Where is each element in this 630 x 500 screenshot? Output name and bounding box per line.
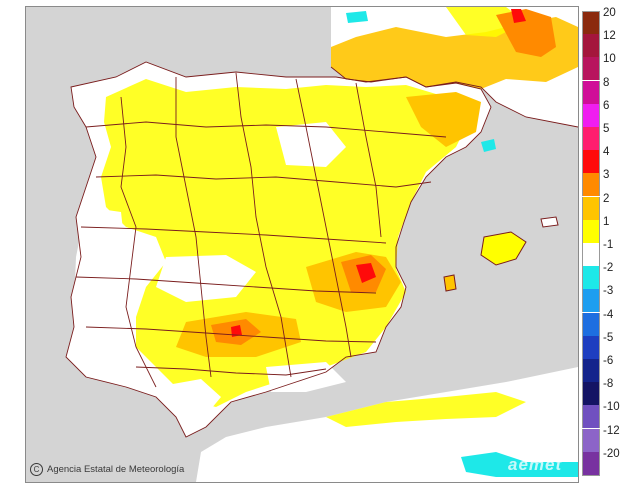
- interior-gap-west: [74, 207, 126, 337]
- anomaly-map: [25, 6, 579, 483]
- france-red-spot: [511, 9, 526, 23]
- legend-swatch: [582, 382, 600, 406]
- legend-swatch: [582, 266, 600, 290]
- legend-label: 10: [603, 53, 616, 66]
- cyan-coast-spot: [346, 11, 368, 23]
- menorca-island: [540, 216, 559, 228]
- france-hot-spot: [496, 9, 556, 57]
- legend-swatch: [582, 34, 600, 58]
- interior-gap-north: [276, 122, 346, 167]
- ibiza-island: [443, 274, 457, 292]
- legend-label: -3: [603, 285, 614, 298]
- legend-label: -1: [603, 239, 614, 251]
- legend-swatch: [582, 127, 600, 150]
- legend-label: 20: [603, 7, 616, 19]
- legend-swatch: [582, 335, 600, 359]
- color-legend: 20 12 10 8 6 5 4 3 2 1 -1 -2 -3 -4 -5 -6 -8 -10 -12 -20: [582, 7, 630, 477]
- catalonia-warm-area: [406, 92, 481, 147]
- legend-label: 4: [603, 146, 610, 159]
- legend-swatch: [582, 219, 600, 243]
- province-borders: [65, 61, 578, 438]
- legend-swatch: [582, 80, 600, 104]
- legend-swatch: [582, 150, 600, 174]
- legend-swatch: [582, 173, 600, 197]
- legend-label: -20: [603, 447, 620, 460]
- mallorca-island: [480, 231, 527, 266]
- andalucia-red-spot: [231, 325, 242, 337]
- legend-swatch: [582, 405, 600, 429]
- legend-label: 1: [603, 215, 610, 228]
- legend-swatch: [582, 103, 600, 127]
- legend-label: -4: [603, 308, 614, 321]
- legend-swatch: [582, 196, 600, 220]
- credit-text: Agencia Estatal de Meteorología: [47, 464, 185, 475]
- legend-label: 6: [603, 99, 610, 112]
- valencia-red-spot: [356, 263, 376, 283]
- legend-label: 8: [603, 76, 610, 89]
- aemet-credit: C Agencia Estatal de Meteorología: [30, 463, 184, 476]
- legend-swatch: [582, 428, 600, 452]
- map-canvas: [26, 7, 578, 482]
- legend-label: 12: [603, 30, 616, 43]
- legend-label: -2: [603, 262, 614, 275]
- legend-swatch: [582, 359, 600, 382]
- catalonia-cyan-spot: [481, 139, 496, 152]
- legend-label: 2: [603, 192, 610, 205]
- legend-swatch: [582, 289, 600, 313]
- copyright-icon: C: [30, 463, 43, 476]
- legend-label: -12: [603, 424, 620, 437]
- aemet-watermark: aemet: [508, 455, 563, 474]
- legend-label: -6: [603, 355, 614, 367]
- legend-label: -5: [603, 331, 614, 344]
- legend-swatch: [582, 11, 600, 35]
- north-africa-warm-area: [326, 392, 526, 427]
- interior-gap-center: [156, 255, 256, 302]
- legend-swatch: [582, 451, 600, 476]
- legend-label: -10: [603, 401, 620, 414]
- legend-swatch: [582, 57, 600, 81]
- interior-gap-east: [266, 362, 346, 392]
- legend-swatch: [582, 312, 600, 336]
- legend-label: -8: [603, 378, 614, 391]
- legend-label: 5: [603, 123, 610, 135]
- north-africa-cold-area: [461, 452, 578, 477]
- legend-swatch: [582, 243, 600, 266]
- legend-label: 3: [603, 169, 610, 182]
- interior-gap-south: [156, 379, 221, 427]
